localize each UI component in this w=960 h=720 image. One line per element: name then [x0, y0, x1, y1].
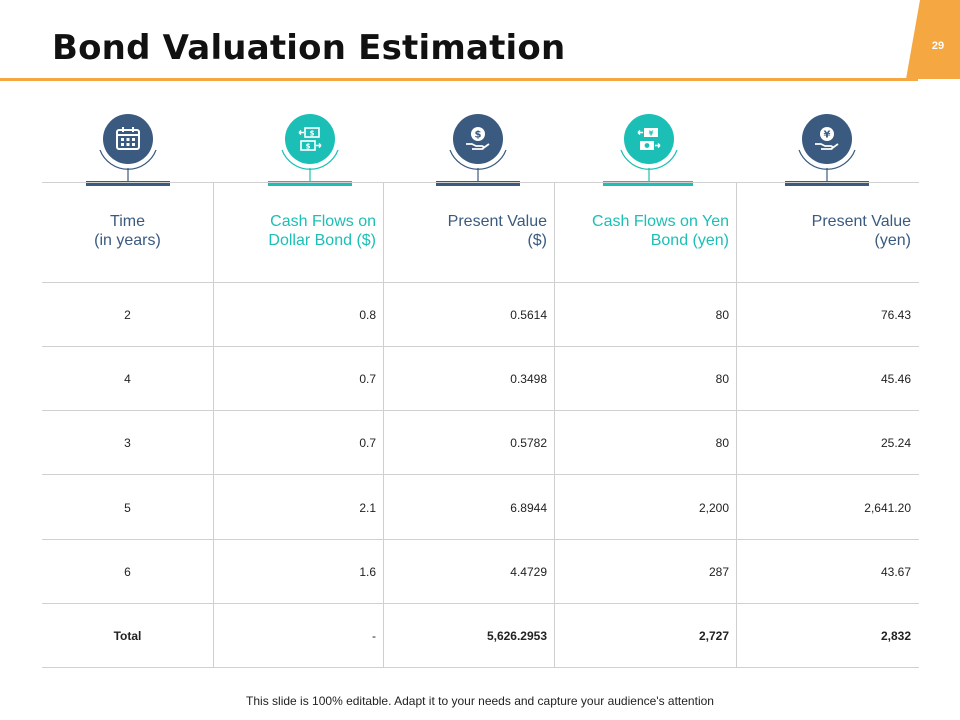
table-top-border: [42, 182, 919, 183]
cell-time: 3: [124, 436, 131, 450]
cell-time: 4: [124, 372, 131, 386]
cell-present-value-yen: 25.24: [880, 436, 911, 450]
title-underline: [0, 78, 918, 81]
cell-dollar-cash-flow: 1.6: [359, 565, 376, 579]
dollar-hand-icon: $: [453, 114, 503, 164]
cell-dollar-cash-flow: 0.7: [359, 436, 376, 450]
header-yen-cash-flows: Cash Flows on Yen Bond (yen): [592, 213, 729, 249]
svg-text:$: $: [475, 130, 482, 141]
column-divider: [736, 183, 737, 668]
cell-time: 5: [124, 501, 131, 515]
column-accent-bar: [785, 181, 869, 186]
total-yen-cash-flow: 2,727: [698, 629, 729, 643]
page-number: 29: [931, 40, 945, 52]
cell-present-value-yen: 2,641.20: [864, 501, 911, 515]
header-row-border: [42, 282, 919, 283]
dollar-exchange-icon: $ $: [285, 114, 335, 164]
header-present-value-dollar: Present Value ($): [447, 213, 547, 249]
row-divider: [42, 603, 919, 604]
cell-yen-cash-flow: 2,200: [698, 501, 729, 515]
total-label: Total: [113, 629, 142, 643]
row-divider: [42, 474, 919, 475]
column-accent-bar: [268, 181, 352, 186]
decorative-arc: [620, 149, 678, 182]
cell-present-value-yen: 43.67: [880, 565, 911, 579]
cell-present-value-yen: 45.46: [880, 372, 911, 386]
column-accent-bar: [436, 181, 520, 186]
present-value-yen-icon-group: ¥: [767, 112, 887, 188]
cell-present-value-dollar: 0.5614: [510, 308, 547, 322]
cell-present-value-dollar: 0.5782: [510, 436, 547, 450]
cell-present-value-dollar: 0.3498: [510, 372, 547, 386]
column-divider: [554, 183, 555, 668]
cell-time: 2: [124, 308, 131, 322]
column-divider: [213, 183, 214, 668]
total-dollar-cash-flow: -: [372, 629, 376, 643]
calendar-icon: [103, 114, 153, 164]
row-divider: [42, 410, 919, 411]
svg-text:$: $: [306, 143, 311, 151]
total-present-value-dollar: 5,626.2953: [486, 629, 547, 643]
cell-dollar-cash-flow: 0.7: [359, 372, 376, 386]
cell-dollar-cash-flow: 0.8: [359, 308, 376, 322]
cell-present-value-dollar: 4.4729: [510, 565, 547, 579]
cell-yen-cash-flow: 287: [708, 565, 729, 579]
total-present-value-yen: 2,832: [880, 629, 911, 643]
row-divider: [42, 346, 919, 347]
slide-title: Bond Valuation Estimation: [52, 28, 566, 68]
present-value-dollar-icon-group: $: [418, 112, 538, 188]
yen-exchange-icon: ¥: [624, 114, 674, 164]
svg-text:¥: ¥: [649, 130, 654, 138]
dollar-cashflow-icon-group: $ $: [250, 112, 370, 188]
table-bottom-border: [42, 667, 919, 668]
cell-yen-cash-flow: 80: [715, 436, 729, 450]
column-accent-bar: [603, 181, 693, 186]
cell-yen-cash-flow: 80: [715, 372, 729, 386]
yen-cashflow-icon-group: ¥: [589, 112, 709, 188]
decorative-arc: [449, 149, 507, 182]
column-accent-bar: [86, 181, 170, 186]
cell-present-value-yen: 76.43: [880, 308, 911, 322]
svg-text:$: $: [310, 130, 315, 138]
header-time: Time (in years): [94, 213, 161, 249]
header-present-value-yen: Present Value (yen): [811, 213, 911, 249]
cell-dollar-cash-flow: 2.1: [359, 501, 376, 515]
decorative-arc: [798, 149, 856, 182]
decorative-arc: [99, 149, 157, 182]
header-dollar-cash-flows: Cash Flows on Dollar Bond ($): [268, 213, 376, 249]
yen-hand-icon: ¥: [802, 114, 852, 164]
footer-note: This slide is 100% editable. Adapt it to…: [246, 694, 714, 708]
row-divider: [42, 539, 919, 540]
column-divider: [383, 183, 384, 668]
cell-time: 6: [124, 565, 131, 579]
decorative-arc: [281, 149, 339, 182]
time-column-icon-group: [68, 112, 188, 188]
cell-present-value-dollar: 6.8944: [510, 501, 547, 515]
svg-text:¥: ¥: [824, 130, 831, 141]
cell-yen-cash-flow: 80: [715, 308, 729, 322]
